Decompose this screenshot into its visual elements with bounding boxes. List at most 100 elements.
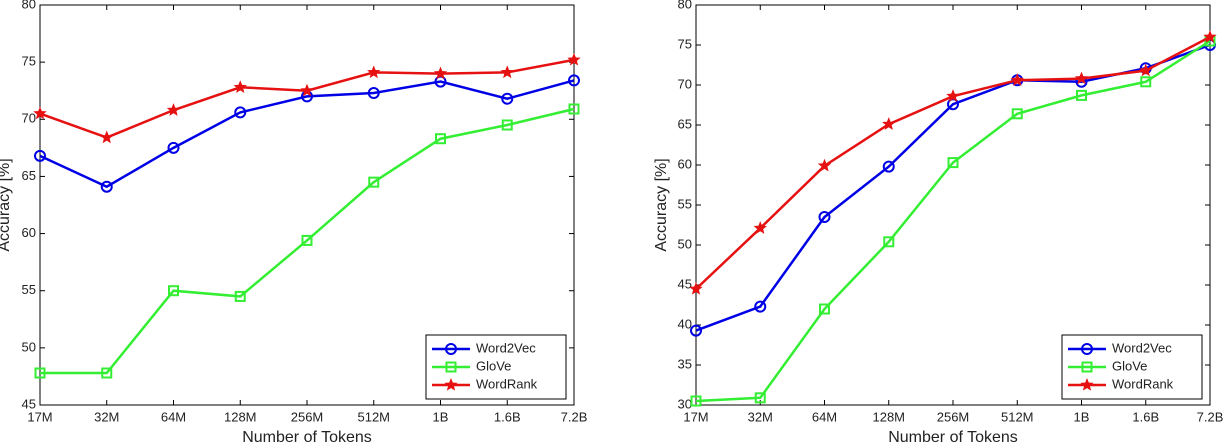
x-tick-label: 32M — [94, 409, 119, 424]
y-tick-label: 40 — [678, 316, 692, 331]
marker — [1203, 29, 1217, 43]
x-tick-label: 17M — [683, 409, 708, 424]
x-tick-label: 1.6B — [1132, 409, 1159, 424]
series-line — [40, 107, 575, 375]
marker — [882, 117, 896, 130]
marker — [100, 180, 113, 193]
marker — [1011, 108, 1023, 120]
x-tick-label: 1B — [1074, 409, 1090, 424]
marker — [947, 157, 959, 169]
x-tick-label: 64M — [161, 409, 186, 424]
y-tick-label: 65 — [22, 168, 36, 183]
y-tick-label: 55 — [678, 196, 692, 211]
y-axis-title: Accuracy [%] — [0, 158, 13, 251]
y-tick-label: 30 — [678, 396, 692, 411]
marker — [567, 52, 581, 66]
series-line — [695, 39, 1211, 403]
marker — [882, 160, 895, 173]
marker — [1140, 76, 1152, 88]
marker — [883, 236, 895, 248]
marker — [33, 106, 47, 120]
marker — [754, 300, 767, 313]
marker — [234, 106, 247, 119]
legend-label: WordRank — [1112, 376, 1174, 391]
marker — [435, 133, 446, 145]
marker — [367, 87, 380, 99]
legend-label: WordRank — [476, 376, 538, 391]
x-tick-label: 7.2B — [1197, 409, 1224, 424]
y-tick-label: 75 — [678, 36, 692, 51]
x-tick-label: 128M — [872, 409, 905, 424]
marker — [34, 149, 46, 162]
y-tick-label: 75 — [22, 54, 36, 69]
marker — [168, 285, 179, 297]
series-line — [39, 79, 575, 189]
marker — [819, 303, 830, 315]
y-tick-label: 70 — [22, 111, 36, 126]
y-tick-label: 60 — [678, 156, 692, 171]
legend: Word2Vec GloVe WordRank — [1061, 334, 1203, 400]
x-tick-label: 1.6B — [494, 409, 521, 424]
legend-label: GloVe — [476, 358, 511, 373]
marker — [101, 367, 113, 379]
marker — [1081, 361, 1093, 373]
marker — [818, 211, 831, 223]
marker — [1139, 63, 1153, 77]
marker — [754, 392, 766, 404]
legend: Word2Vec GloVe WordRank — [425, 334, 567, 400]
marker — [1076, 89, 1087, 101]
legend-label: Word2Vec — [476, 340, 536, 355]
y-tick-label: 35 — [678, 356, 692, 371]
x-tick-label: 1B — [433, 409, 449, 424]
marker — [568, 74, 580, 87]
y-tick-label: 55 — [22, 282, 36, 297]
x-tick-label: 512M — [357, 409, 390, 424]
marker — [1074, 71, 1089, 85]
marker — [167, 141, 180, 154]
x-tick-label: 128M — [224, 409, 257, 424]
marker — [445, 343, 457, 355]
marker — [445, 361, 457, 373]
marker — [501, 119, 513, 131]
y-tick-label: 45 — [678, 276, 692, 291]
marker — [300, 83, 314, 97]
x-tick-label: 7.2B — [561, 409, 588, 424]
marker — [1010, 73, 1024, 86]
marker — [34, 367, 46, 379]
marker — [368, 176, 380, 188]
marker — [946, 89, 960, 102]
x-tick-label: 64M — [812, 409, 837, 424]
marker — [301, 234, 313, 246]
marker — [234, 290, 246, 302]
chart-panel: 45 50 55 60 65 70 75 80 17M 32M 64M 128M 256M 512M 1B 1… — [0, 0, 587, 446]
x-tick-label: 256M — [291, 409, 324, 424]
y-axis-title: Accuracy [%] — [653, 158, 670, 251]
x-axis-title: Number of Tokens — [888, 429, 1018, 446]
y-tick-label: 80 — [678, 0, 692, 11]
y-tick-label: 60 — [22, 225, 36, 240]
marker — [690, 324, 702, 337]
marker — [500, 65, 514, 79]
legend-label: Word2Vec — [1112, 340, 1172, 355]
marker — [690, 395, 702, 407]
x-tick-label: 32M — [748, 409, 773, 424]
marker — [817, 158, 832, 172]
marker — [444, 377, 458, 391]
y-tick-label: 70 — [678, 76, 692, 91]
marker — [753, 221, 767, 234]
marker — [501, 92, 514, 105]
marker — [100, 130, 114, 144]
marker — [166, 103, 181, 116]
y-tick-label: 45 — [22, 396, 36, 411]
chart-panel: 30 35 40 45 50 55 60 65 70 75 80 17M 32M 64M 128M 256M 5… — [653, 0, 1223, 446]
x-tick-label: 17M — [27, 409, 52, 424]
marker — [689, 281, 703, 295]
marker — [1080, 377, 1094, 391]
x-axis-title: Number of Tokens — [242, 429, 372, 446]
y-tick-label: 65 — [678, 116, 692, 131]
y-tick-label: 50 — [22, 339, 36, 354]
marker — [568, 103, 580, 115]
marker — [367, 65, 381, 79]
x-tick-label: 256M — [937, 409, 970, 424]
